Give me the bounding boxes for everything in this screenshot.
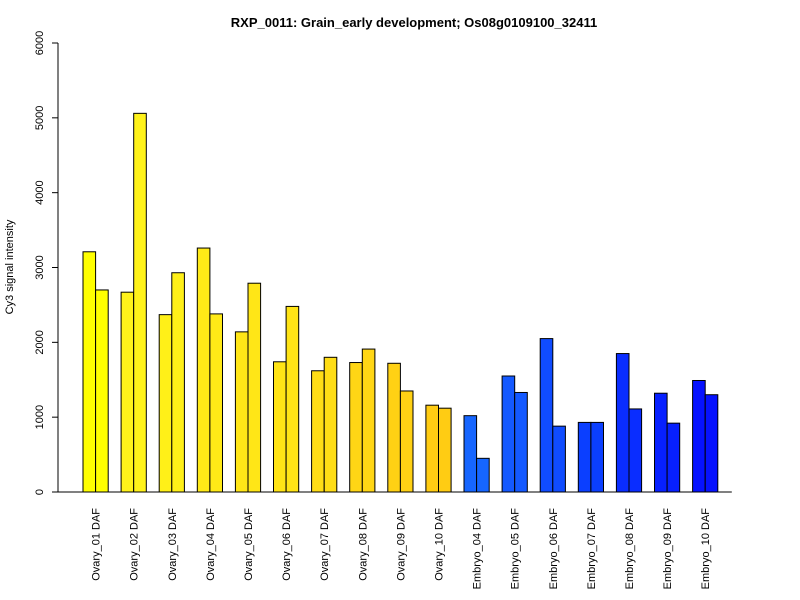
bar [311,370,325,493]
bars [82,112,719,493]
bar [615,353,630,493]
chart-title: RXP_0011: Grain_early development; Os08g… [231,15,597,30]
x-tick-label: Ovary_04 DAF [205,508,217,581]
bar [171,272,185,493]
bar [476,457,490,493]
bar [666,422,681,493]
bar [209,313,223,493]
y-tick-label: 1000 [34,405,46,429]
bar [247,282,262,493]
x-tick-label: Embryo_10 DAF [700,508,712,590]
bar [158,314,173,493]
y-tick-label: 6000 [34,31,46,55]
y-axis: 0 1000 2000 3000 4000 5000 6000 [34,31,59,495]
bar [438,407,452,493]
x-tick-label: Ovary_02 DAF [129,508,141,581]
y-tick-label: 3000 [34,255,46,279]
y-tick-label: 0 [34,489,46,495]
bar [654,392,668,493]
bar [514,391,528,493]
bar [234,331,249,493]
bar [82,251,97,493]
bar [285,305,300,493]
bar [273,361,287,493]
x-tick-label: Ovary_09 DAF [395,508,407,581]
x-tick-label: Embryo_04 DAF [472,508,484,590]
bar [577,421,592,493]
bar [552,425,566,493]
bar [628,408,643,493]
bar [539,338,554,493]
x-tick-label: Embryo_05 DAF [510,508,522,590]
x-tick-label: Ovary_06 DAF [281,508,293,581]
x-tick-labels: Ovary_01 DAF Ovary_02 DAF Ovary_03 DAF Ovar… [91,508,713,590]
y-tick-label: 4000 [34,180,46,204]
bar [399,390,414,493]
x-tick-label: Ovary_07 DAF [319,508,331,581]
bar [425,404,439,493]
y-tick-label: 5000 [34,106,46,130]
bar [323,356,338,493]
bar [704,394,719,493]
x-tick-label: Embryo_08 DAF [624,508,636,590]
bar [95,289,109,493]
x-tick-label: Embryo_07 DAF [586,508,598,590]
x-tick-label: Embryo_06 DAF [548,508,560,590]
y-axis-label: Cy3 signal intensity [4,219,16,314]
x-tick-label: Ovary_10 DAF [434,508,446,581]
x-tick-label: Ovary_08 DAF [357,508,369,581]
x-tick-label: Ovary_03 DAF [167,508,179,581]
bar [196,247,211,493]
bar [133,112,147,493]
x-tick-label: Ovary_05 DAF [243,508,255,581]
bar [590,421,605,493]
bar [501,375,516,493]
bar [120,291,135,493]
bar [387,362,401,493]
x-tick-label: Ovary_01 DAF [91,508,103,581]
bar [361,348,376,493]
bar [463,415,478,493]
y-tick-label: 2000 [34,330,46,354]
bar [692,379,706,493]
bar [349,362,363,493]
x-tick-label: Embryo_09 DAF [662,508,674,590]
